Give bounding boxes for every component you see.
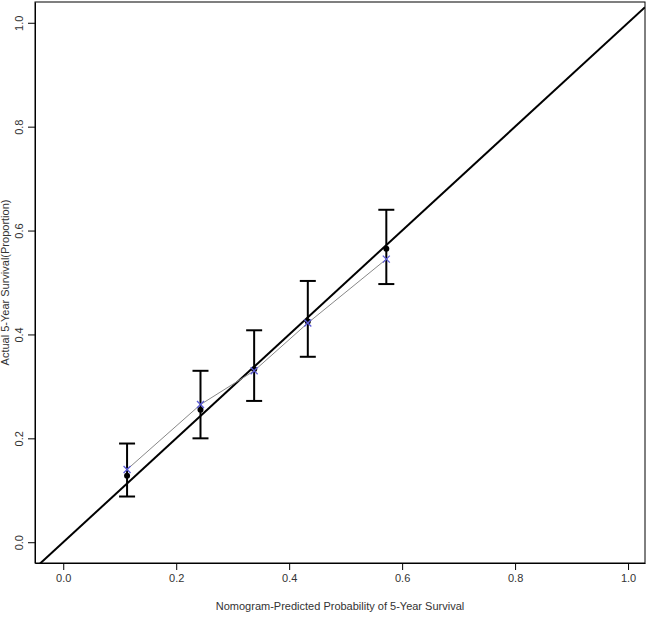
x-tick-label: 1.0 [621,572,636,584]
y-tick-mark [28,542,35,543]
x-tick: 0.8 [508,563,523,584]
x-axis-line [36,563,646,564]
point [197,401,204,408]
error-bar-cap [192,370,208,372]
y-tick: 0.8 [13,120,35,135]
point [124,473,130,479]
point [124,466,131,473]
y-tick-mark [28,231,35,232]
error-bar-cap [300,280,316,282]
data-area [35,7,645,563]
y-tick-mark [28,334,35,335]
plot-frame [35,2,645,563]
y-tick-mark [28,438,35,439]
x-axis: 0.0 0.2 0.4 0.6 0.8 1.0 [36,563,646,584]
series [119,210,394,497]
x-tick-mark [289,563,290,570]
y-axis-title: Actual 5-Year Survival(Proportion) [0,200,11,366]
y-tick-label: 0.8 [13,120,25,135]
error-bar-cap [378,283,394,285]
x-tick-mark [176,563,177,570]
x-tick-label: 0.2 [169,572,184,584]
x-tick-label: 0.8 [508,572,523,584]
error-bar-cap [300,356,316,358]
x-tick-label: 0.0 [56,572,71,584]
error-bar [119,444,135,497]
point [383,256,390,263]
x-tick-label: 0.6 [395,572,410,584]
error-bar-cap [119,496,135,498]
point [251,367,258,374]
x-tick-mark [628,563,629,570]
x-tick: 1.0 [621,563,636,584]
y-tick-mark [28,127,35,128]
error-bar [192,371,208,439]
error-bar-cap [378,209,394,211]
error-bar-stem [253,330,255,401]
reference-line [35,7,645,563]
point [383,246,389,252]
y-tick-label: 0.4 [13,327,25,342]
y-tick: 0.4 [13,327,35,342]
error-bar-cap [192,437,208,439]
series [124,256,390,473]
x-tick-mark [515,563,516,570]
x-axis-title: Nomogram-Predicted Probability of 5-Year… [216,600,464,612]
x-tick-label: 0.4 [282,572,297,584]
y-tick-label: 0.6 [13,223,25,238]
x-tick: 0.6 [395,563,410,584]
x-tick: 0.0 [56,563,71,584]
x-tick-mark [63,563,64,570]
point [304,320,311,327]
x-tick-mark [402,563,403,570]
error-bar-cap [246,400,262,402]
y-tick: 0.2 [13,431,35,446]
y-tick-label: 1.0 [13,16,25,31]
y-axis-line [35,3,36,564]
y-tick-mark [28,23,35,24]
error-bar [378,210,394,284]
y-tick: 0.0 [13,535,35,550]
plot: 0.0 0.2 0.4 0.6 0.8 1.0 0.0 0.2 0.4 0.6 0.8 1.0 [13,2,646,584]
y-tick: 0.6 [13,223,35,238]
chart: 0.0 0.2 0.4 0.6 0.8 1.0 0.0 0.2 0.4 0.6 0.8 1.0 Nomo… [0,0,650,618]
y-tick-label: 0.2 [13,431,25,446]
error-bar-cap [119,443,135,445]
point [197,407,203,413]
x-tick: 0.2 [169,563,184,584]
series-line [127,259,386,469]
x-tick: 0.4 [282,563,297,584]
y-tick-label: 0.0 [13,535,25,550]
y-tick: 1.0 [13,16,35,31]
error-bar-cap [246,329,262,331]
y-axis: 0.0 0.2 0.4 0.6 0.8 1.0 [13,3,36,564]
